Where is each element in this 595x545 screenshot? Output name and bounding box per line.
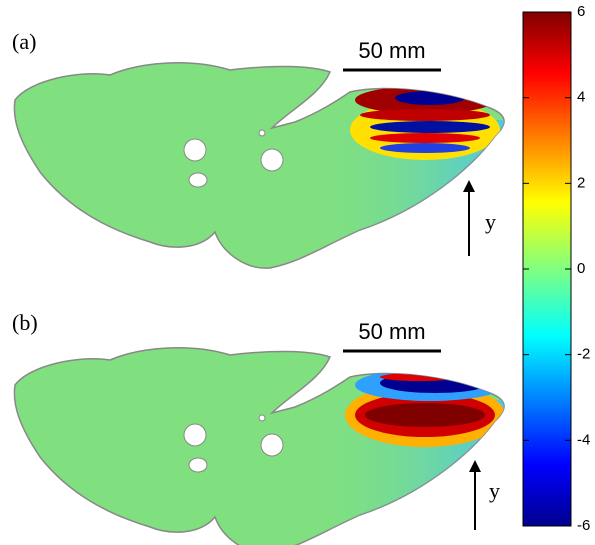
panel-label: (b): [12, 310, 38, 335]
panel-label: (a): [12, 29, 36, 54]
panel-b: (b) 50 mm y: [12, 310, 505, 545]
tick-label: -4: [577, 431, 590, 448]
tick-label: 4: [577, 89, 585, 106]
scale-bar-label: 50 mm: [358, 38, 425, 63]
colorbar: [522, 11, 572, 527]
field-map: [300, 369, 505, 540]
scale-bar-label: 50 mm: [358, 319, 425, 344]
tick-label: 2: [577, 174, 585, 191]
tick-label: 0: [577, 260, 585, 277]
tick-label: -2: [577, 346, 590, 363]
axis-label: y: [485, 209, 496, 234]
tick-label: 6: [577, 3, 585, 20]
panel-a: (a) 50 mm y: [12, 29, 505, 269]
tick-label: -6: [577, 517, 590, 534]
axis-label: y: [489, 478, 500, 503]
